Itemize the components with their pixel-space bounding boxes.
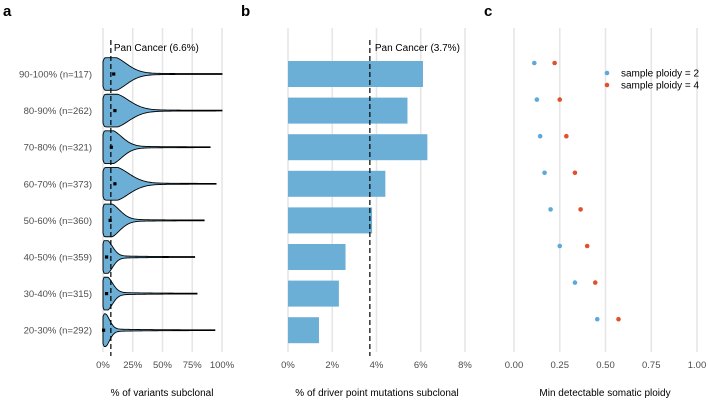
panel-b-x-tick-label: 6% xyxy=(414,360,428,371)
panel-b-bar-chart: Pan Cancer (3.7%) 0% 2% 4% 6% 8% % of driver… xyxy=(281,28,472,399)
legend-swatch-ploidy-4 xyxy=(604,82,610,88)
category-label: 60-70% (n=373) xyxy=(24,179,92,190)
category-label: 30-40% (n=315) xyxy=(24,289,92,300)
category-label: 50-60% (n=360) xyxy=(24,216,92,227)
panel-c-x-tick-label: 0.50 xyxy=(596,360,615,371)
bar xyxy=(288,317,319,344)
panel-a-x-tick-labels: 0% 25% 50% 75% 100% xyxy=(96,360,235,371)
point-ploidy-4 xyxy=(584,243,590,249)
panel-c-gridlines xyxy=(513,28,698,352)
panel-b-x-tick-label: 2% xyxy=(325,360,339,371)
panel-label-c: c xyxy=(484,3,492,20)
category-labels: 90-100% (n=117) 80-90% (n=262) 70-80% (n=3… xyxy=(19,70,92,337)
point-ploidy-2 xyxy=(532,60,537,66)
point-ploidy-4 xyxy=(578,207,583,212)
panel-c-scatter-chart: sample ploidy = 2 sample ploidy = 4 0.00… xyxy=(505,28,707,399)
violin-median-marker xyxy=(101,328,106,332)
violin xyxy=(102,240,196,274)
violins xyxy=(101,57,223,347)
panel-c-x-tick-label: 0.25 xyxy=(551,360,570,371)
category-label: 20-30% (n=292) xyxy=(24,326,92,337)
panel-c-x-axis-label: Min detectable somatic ploidy xyxy=(539,388,670,399)
panel-a-x-tick-label: 0% xyxy=(96,360,110,371)
panel-b-x-tick-label: 8% xyxy=(458,360,472,371)
panel-c-x-tick-label: 1.00 xyxy=(688,360,707,371)
point-ploidy-4 xyxy=(564,133,569,139)
pan-cancer-reference-label: Pan Cancer (3.7%) xyxy=(375,43,460,54)
point-ploidy-2 xyxy=(537,133,543,139)
point-ploidy-2 xyxy=(557,243,563,249)
panel-b-x-tick-label: 4% xyxy=(370,360,384,371)
violin-median-marker xyxy=(108,218,112,222)
panel-c-x-tick-label: 0.00 xyxy=(505,360,524,371)
bar xyxy=(288,170,386,197)
violin-median-marker xyxy=(104,255,109,259)
panel-label-b: b xyxy=(241,3,250,20)
category-label: 90-100% (n=117) xyxy=(19,70,92,81)
violin-median-marker xyxy=(112,72,116,76)
panel-c-x-tick-label: 0.75 xyxy=(642,360,661,371)
category-label: 40-50% (n=359) xyxy=(24,253,92,264)
bars xyxy=(288,61,428,344)
violin-median-marker xyxy=(113,182,117,186)
panel-a-x-tick-label: 100% xyxy=(210,360,235,371)
points xyxy=(532,60,621,322)
point-ploidy-4 xyxy=(557,97,563,102)
legend: sample ploidy = 2 sample ploidy = 4 xyxy=(604,69,700,92)
violin xyxy=(102,167,217,201)
violin-median-marker xyxy=(104,292,109,296)
violin-median-marker xyxy=(113,109,117,113)
category-label: 70-80% (n=321) xyxy=(24,143,92,154)
point-ploidy-2 xyxy=(572,280,578,285)
point-ploidy-2 xyxy=(548,207,553,212)
panel-a-x-tick-label: 25% xyxy=(123,360,143,371)
panel-b-x-axis-label: % of driver point mutations subclonal xyxy=(295,388,458,399)
panel-a-x-tick-label: 75% xyxy=(183,360,203,371)
legend-swatch-ploidy-2 xyxy=(604,70,610,76)
violin xyxy=(102,276,198,311)
panel-a-x-tick-label: 50% xyxy=(153,360,173,371)
category-label: 80-90% (n=262) xyxy=(24,106,92,117)
violin xyxy=(102,203,205,238)
legend-label-ploidy-4: sample ploidy = 4 xyxy=(621,81,700,92)
panel-b-x-tick-labels: 0% 2% 4% 6% 8% xyxy=(281,360,472,371)
pan-cancer-reference-label: Pan Cancer (6.6%) xyxy=(114,43,199,54)
legend-label-ploidy-2: sample ploidy = 2 xyxy=(621,69,700,80)
bar xyxy=(288,134,428,161)
point-ploidy-4 xyxy=(572,170,578,176)
point-ploidy-2 xyxy=(542,170,547,176)
bar xyxy=(288,97,408,124)
violin xyxy=(102,93,223,128)
bar xyxy=(288,244,346,270)
violin xyxy=(102,57,223,91)
point-ploidy-2 xyxy=(594,316,600,322)
violin xyxy=(102,313,216,347)
bar xyxy=(288,61,423,87)
panel-label-a: a xyxy=(3,3,12,20)
bar xyxy=(288,207,373,234)
panel-c-x-tick-labels: 0.00 0.25 0.50 0.75 1.00 xyxy=(505,360,707,371)
point-ploidy-4 xyxy=(616,316,621,322)
point-ploidy-4 xyxy=(552,60,557,66)
panel-a-violin-chart: 90-100% (n=117) 80-90% (n=262) 70-80% (n=3… xyxy=(19,28,235,399)
bar xyxy=(288,280,339,307)
panel-b-x-tick-label: 0% xyxy=(281,360,295,371)
violin xyxy=(102,130,211,164)
panel-a-x-axis-label: % of variants subclonal xyxy=(111,388,214,399)
point-ploidy-4 xyxy=(592,280,598,285)
point-ploidy-2 xyxy=(534,97,540,102)
